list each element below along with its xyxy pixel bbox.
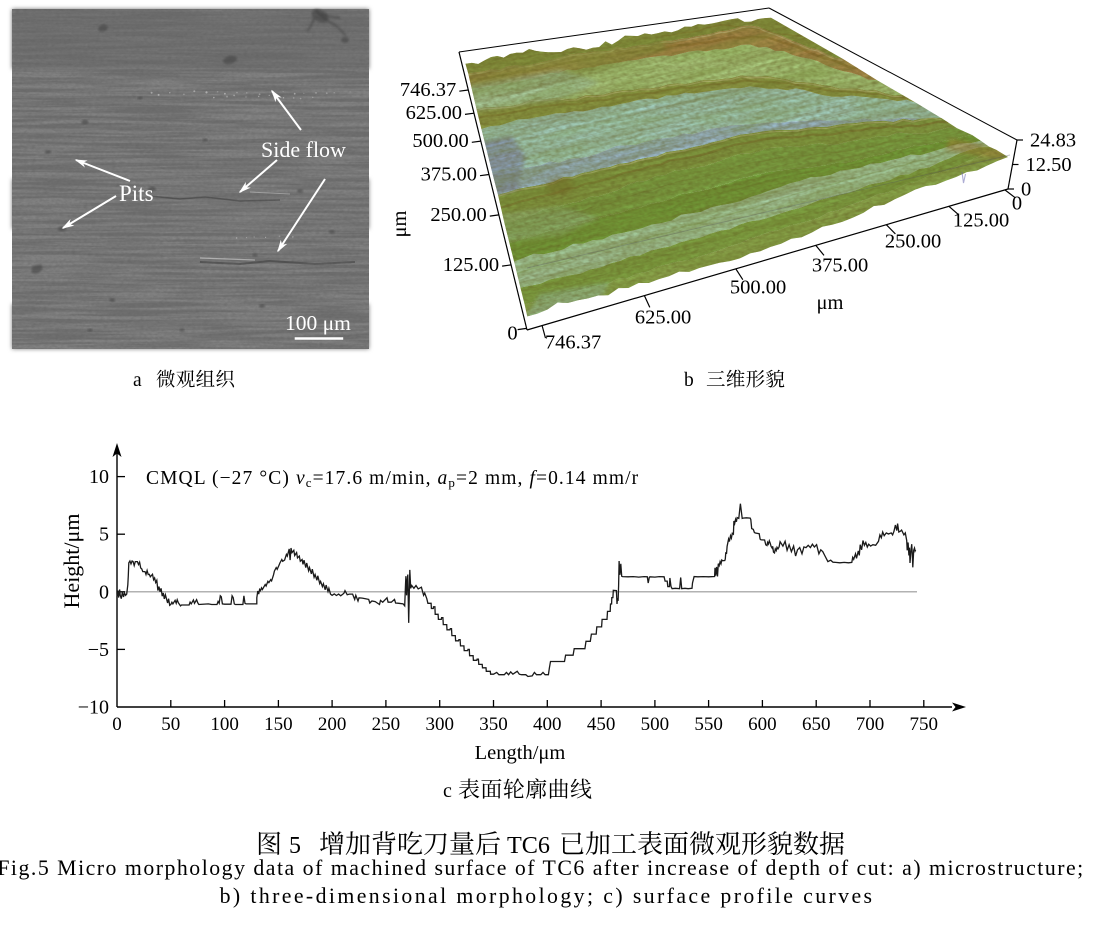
svg-text:24.83: 24.83 <box>1030 130 1076 152</box>
svg-text:0: 0 <box>507 322 517 344</box>
svg-text:b) three-dimensional morpholog: b) three-dimensional morphology; c) surf… <box>220 884 875 908</box>
svg-text:750: 750 <box>910 714 939 735</box>
svg-text:TC6: TC6 <box>507 832 550 859</box>
svg-text:650: 650 <box>802 714 831 735</box>
svg-text:CMQL (−27 °C) vc=17.6 m/min, a: CMQL (−27 °C) vc=17.6 m/min, ap=2 mm, f=… <box>146 468 639 490</box>
svg-text:250.00: 250.00 <box>885 231 941 253</box>
svg-text:625.00: 625.00 <box>406 102 462 124</box>
svg-text:375.00: 375.00 <box>812 255 868 277</box>
svg-text:250: 250 <box>372 714 401 735</box>
svg-text:400: 400 <box>533 714 562 735</box>
svg-text:746.37: 746.37 <box>400 79 456 101</box>
svg-text:5: 5 <box>99 524 109 546</box>
svg-text:300: 300 <box>425 714 454 735</box>
svg-text:0: 0 <box>112 714 122 735</box>
svg-text:μm: μm <box>389 210 411 237</box>
svg-text:125.00: 125.00 <box>953 210 1009 232</box>
svg-text:−10: −10 <box>78 697 109 719</box>
svg-text:0: 0 <box>1012 193 1022 215</box>
svg-text:150: 150 <box>264 714 293 735</box>
svg-text:a: a <box>133 370 142 391</box>
svg-text:0: 0 <box>99 581 109 603</box>
svg-text:c: c <box>443 780 452 802</box>
svg-text:Pits: Pits <box>119 181 154 206</box>
svg-text:200: 200 <box>318 714 347 735</box>
svg-text:450: 450 <box>587 714 616 735</box>
svg-text:−5: −5 <box>88 639 109 661</box>
svg-text:Side flow: Side flow <box>261 137 346 162</box>
svg-text:50: 50 <box>161 714 180 735</box>
svg-text:5: 5 <box>289 833 301 859</box>
svg-text:12.50: 12.50 <box>1026 154 1072 176</box>
svg-text:Length/μm: Length/μm <box>475 742 566 764</box>
svg-text:μm: μm <box>817 292 844 314</box>
svg-text:10: 10 <box>89 466 109 488</box>
svg-text:375.00: 375.00 <box>421 164 477 186</box>
svg-text:125.00: 125.00 <box>443 254 499 276</box>
svg-text:250.00: 250.00 <box>430 204 486 226</box>
svg-text:Fig.5 Micro morphology data of: Fig.5 Micro morphology data of machined … <box>0 856 1085 880</box>
svg-text:500.00: 500.00 <box>730 277 786 299</box>
svg-text:0: 0 <box>1021 179 1031 201</box>
svg-text:550: 550 <box>694 714 723 735</box>
svg-text:b: b <box>684 370 694 391</box>
svg-text:100 μm: 100 μm <box>285 311 351 335</box>
svg-text:350: 350 <box>479 714 508 735</box>
svg-text:600: 600 <box>748 714 777 735</box>
svg-text:700: 700 <box>856 714 885 735</box>
svg-text:625.00: 625.00 <box>635 307 691 329</box>
svg-text:500.00: 500.00 <box>412 130 468 152</box>
svg-text:Height/μm: Height/μm <box>59 514 84 609</box>
svg-text:500: 500 <box>641 714 670 735</box>
svg-text:746.37: 746.37 <box>545 332 601 354</box>
svg-text:100: 100 <box>210 714 239 735</box>
